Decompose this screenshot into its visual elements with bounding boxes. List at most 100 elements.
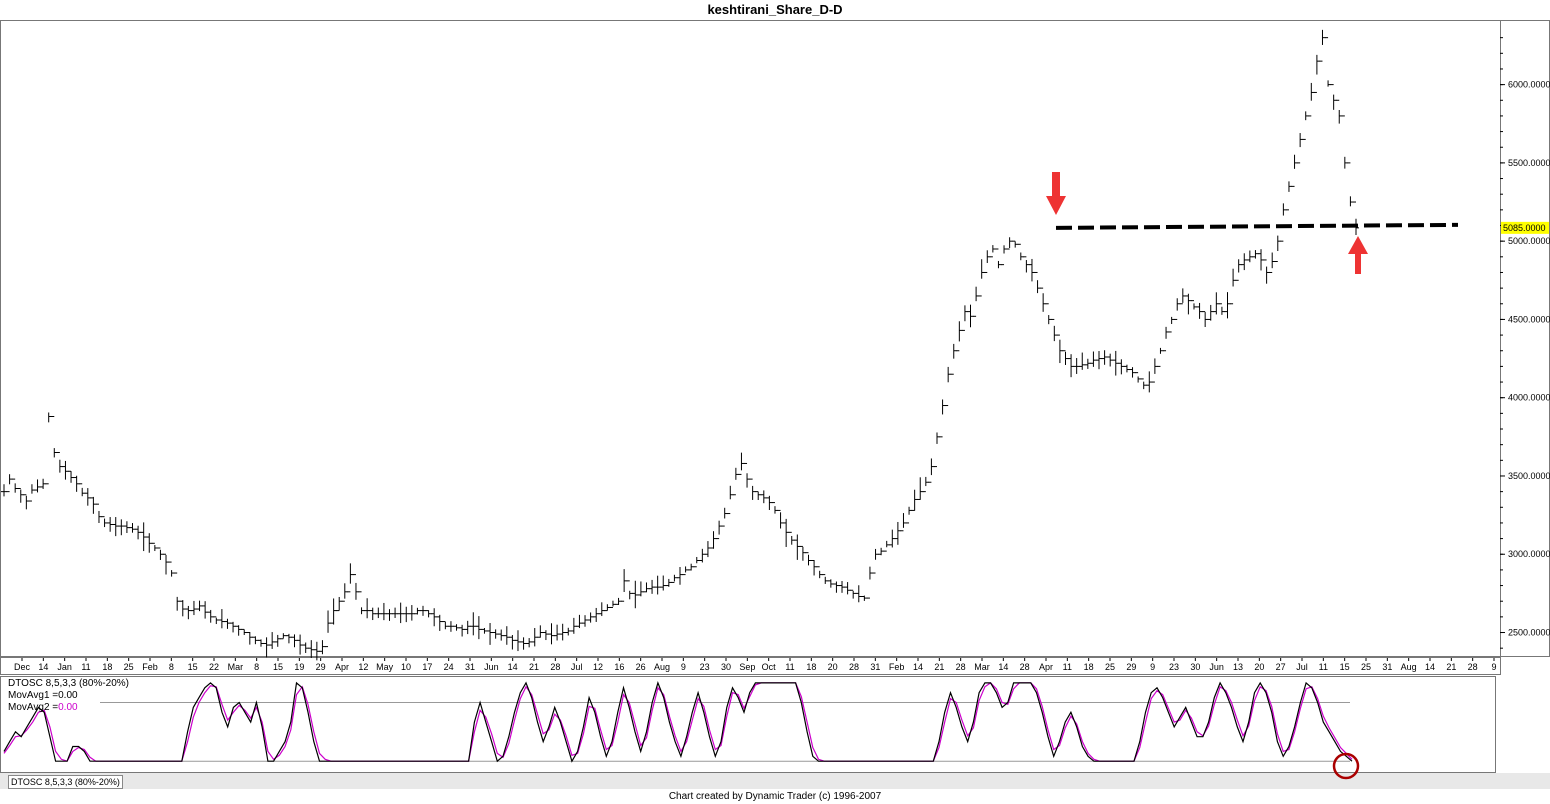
oscillator-levels — [100, 701, 1350, 762]
x-tick-label: 10 — [401, 662, 411, 672]
x-tick-label: 22 — [209, 662, 219, 672]
x-tick-label: 23 — [1169, 662, 1179, 672]
x-tick-label: 20 — [1254, 662, 1264, 672]
x-tick-label: 31 — [870, 662, 880, 672]
x-tick-label: Apr — [1039, 662, 1053, 672]
x-tick-label: Dec — [14, 662, 31, 672]
x-axis: Dec 14 Jan 11 18 25 Feb 8 15 22 Mar 8 15 19 29 Apr 12 May… — [14, 658, 1497, 672]
x-tick-label: 29 — [1126, 662, 1136, 672]
x-tick-label: 11 — [81, 662, 90, 672]
x-tick-label: 13 — [1233, 662, 1243, 672]
x-tick-label: 8 — [254, 662, 259, 672]
x-tick-label: Sep — [739, 662, 755, 672]
x-tick-label: 25 — [1361, 662, 1371, 672]
y-tick-label: 6000.0000 — [1508, 80, 1550, 90]
x-tick-label: 18 — [102, 662, 112, 672]
x-tick-label: 30 — [721, 662, 731, 672]
x-tick-label: 31 — [1382, 662, 1392, 672]
x-tick-label: May — [376, 662, 394, 672]
chart-title: keshtirani_Share_D-D — [707, 2, 843, 17]
x-tick-label: 28 — [550, 662, 560, 672]
oscillator-name: DTOSC 8,5,3,3 (80%-20%) — [8, 678, 129, 689]
x-tick-label: 21 — [934, 662, 944, 672]
x-tick-label: 14 — [38, 662, 48, 672]
x-tick-label: Feb — [142, 662, 158, 672]
movavg2-value: 0.00 — [58, 702, 78, 713]
x-tick-label: 18 — [1084, 662, 1094, 672]
x-tick-label: Jun — [484, 662, 499, 672]
x-tick-label: Jun — [1209, 662, 1224, 672]
x-tick-label: 9 — [681, 662, 686, 672]
x-tick-label: 15 — [1340, 662, 1350, 672]
y-tick-label: 5500.0000 — [1508, 158, 1550, 168]
y-tick-label: 5000.0000 — [1508, 236, 1550, 246]
y-tick-label: 4000.0000 — [1508, 393, 1550, 403]
movavg1-label-text: MovAvg1 = — [8, 690, 59, 701]
x-tick-label: 15 — [188, 662, 198, 672]
x-tick-label: 25 — [124, 662, 134, 672]
x-tick-label: 25 — [1105, 662, 1115, 672]
x-tick-label: 20 — [828, 662, 838, 672]
movavg1-label: MovAvg1 =0.00 — [8, 690, 78, 701]
x-tick-label: Aug — [654, 662, 670, 672]
x-tick-label: 19 — [294, 662, 304, 672]
movavg2-label-text: MovAvg2 = — [8, 702, 59, 713]
x-tick-label: 31 — [465, 662, 475, 672]
y-tick-label: 2500.0000 — [1508, 628, 1550, 638]
x-tick-label: 28 — [1020, 662, 1030, 672]
x-tick-label: 12 — [358, 662, 368, 672]
y-axis: 2500.0000 3000.0000 3500.0000 4000.0000 4500… — [1500, 37, 1550, 649]
footer-credit: Chart created by Dynamic Trader (c) 1996… — [668, 791, 882, 802]
x-tick-label: 28 — [849, 662, 859, 672]
x-tick-label: 27 — [1276, 662, 1286, 672]
x-tick-label: 17 — [422, 662, 432, 672]
x-tick-label: Mar — [228, 662, 244, 672]
x-tick-label: Jul — [571, 662, 583, 672]
x-axis-strip — [0, 657, 1501, 675]
dtosc-line — [3, 681, 1353, 763]
x-tick-label: 14 — [913, 662, 923, 672]
x-tick-label: 12 — [593, 662, 603, 672]
x-tick-label: Apr — [335, 662, 349, 672]
oscillator-series — [3, 681, 1353, 763]
x-tick-label: 23 — [700, 662, 710, 672]
osc-circle-marker — [1332, 752, 1360, 780]
x-tick-label: 26 — [636, 662, 646, 672]
oscillator-tab-strip — [0, 773, 1550, 789]
x-tick-label: 14 — [998, 662, 1008, 672]
x-tick-label: 11 — [1319, 662, 1328, 672]
x-tick-label: 29 — [316, 662, 326, 672]
x-tick-label: 9 — [1150, 662, 1155, 672]
x-tick-label: Jan — [57, 662, 72, 672]
x-tick-label: 11 — [785, 662, 794, 672]
y-tick-label: 3500.0000 — [1508, 471, 1550, 481]
x-tick-label: 14 — [508, 662, 518, 672]
x-tick-label: Aug — [1401, 662, 1417, 672]
x-tick-label: 8 — [169, 662, 174, 672]
x-tick-label: 9 — [1491, 662, 1496, 672]
x-tick-label: 21 — [529, 662, 539, 672]
x-tick-label: Feb — [889, 662, 905, 672]
oscillator-tab[interactable]: DTOSC 8,5,3,3 (80%-20%) — [8, 775, 123, 789]
price-series — [1, 29, 1359, 661]
movavg1-value: 0.00 — [58, 690, 78, 701]
x-tick-label: 24 — [444, 662, 454, 672]
price-panel-frame — [0, 20, 1550, 657]
support-dashed-line — [1055, 222, 1459, 230]
x-tick-label: Oct — [762, 662, 777, 672]
x-tick-label: Mar — [974, 662, 990, 672]
red-up-arrow — [1348, 236, 1368, 274]
x-tick-label: Jul — [1296, 662, 1308, 672]
price-highlight-label: 5085.0000 — [1503, 223, 1546, 233]
price-highlight-box — [1501, 221, 1549, 234]
x-tick-label: 30 — [1190, 662, 1200, 672]
red-down-arrow — [1046, 172, 1066, 215]
x-tick-label: 18 — [806, 662, 816, 672]
x-tick-label: 11 — [1063, 662, 1072, 672]
x-tick-label: 16 — [614, 662, 624, 672]
y-tick-label: 3000.0000 — [1508, 549, 1550, 559]
x-tick-label: 21 — [1446, 662, 1456, 672]
x-tick-label: 28 — [956, 662, 966, 672]
x-tick-label: 15 — [273, 662, 283, 672]
